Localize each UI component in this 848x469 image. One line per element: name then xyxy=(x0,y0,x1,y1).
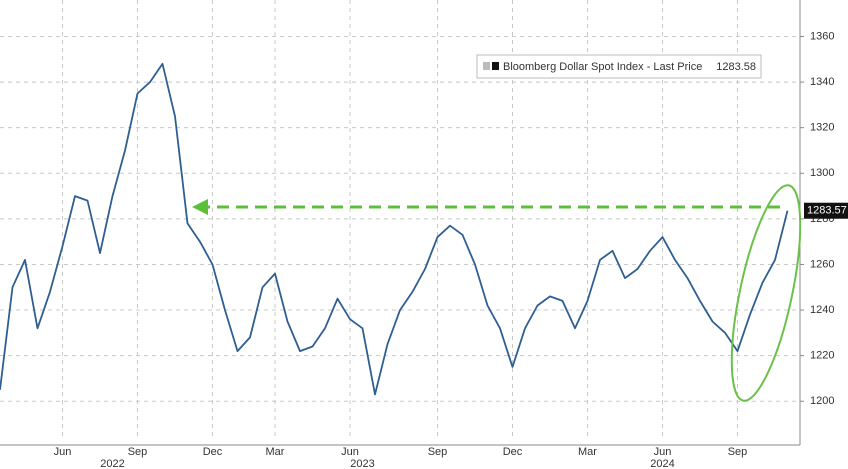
x-year-label: 2023 xyxy=(350,458,374,469)
annotation-arrow xyxy=(192,199,780,215)
legend-swatch xyxy=(483,62,490,70)
y-tick-label: 1200 xyxy=(810,395,834,407)
legend-value: 1283.58 xyxy=(716,61,756,73)
x-year-label: 2024 xyxy=(650,458,674,469)
y-tick-label: 1260 xyxy=(810,258,834,270)
x-tick-label: Jun xyxy=(341,446,359,458)
highlight-ellipse xyxy=(730,184,802,402)
x-year-label: 2022 xyxy=(100,458,124,469)
x-tick-label: Sep xyxy=(128,446,148,458)
x-tick-label: Mar xyxy=(266,446,285,458)
x-tick-label: Jun xyxy=(654,446,672,458)
y-tick-label: 1320 xyxy=(810,122,834,134)
legend: Bloomberg Dollar Spot Index - Last Price… xyxy=(476,54,762,79)
series-line xyxy=(0,62,789,396)
x-tick-label: Sep xyxy=(428,446,448,458)
x-tick-label: Jun xyxy=(54,446,72,458)
x-tick-label: Sep xyxy=(728,446,748,458)
y-tick-label: 1360 xyxy=(810,30,834,42)
x-tick-label: Dec xyxy=(503,446,523,458)
y-tick-label: 1220 xyxy=(810,350,834,362)
arrow-head xyxy=(192,199,208,215)
plot xyxy=(0,62,789,396)
x-tick-label: Mar xyxy=(578,446,597,458)
legend-box xyxy=(476,54,762,79)
last-value-box xyxy=(804,202,848,219)
y-tick-label: 1300 xyxy=(810,167,834,179)
y-tick-label: 1340 xyxy=(810,76,834,88)
y-tick-label: 1240 xyxy=(810,304,834,316)
legend-swatch xyxy=(492,62,499,70)
last-value-label: 1283.57 xyxy=(807,205,847,217)
x-tick-label: Dec xyxy=(203,446,223,458)
legend-label: Bloomberg Dollar Spot Index - Last Price xyxy=(503,61,702,73)
